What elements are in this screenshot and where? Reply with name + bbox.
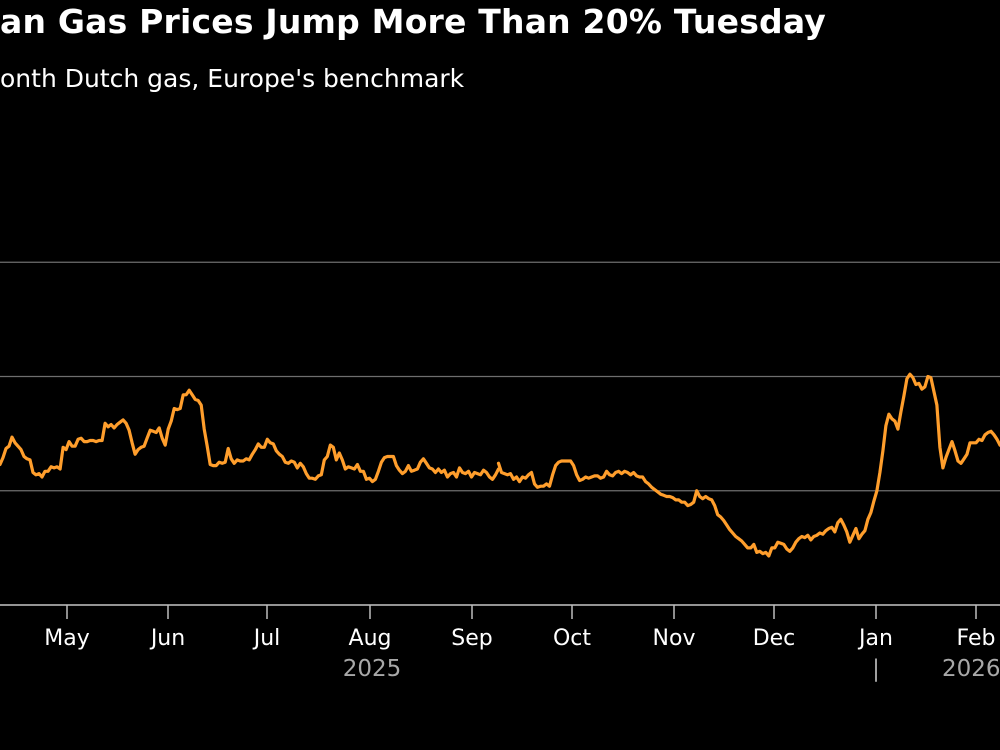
series-line-dutch-gas [0, 388, 501, 484]
x-tick-label: May [44, 626, 89, 651]
x-tick-label: Oct [553, 626, 591, 651]
year-divider: | [872, 656, 880, 682]
series-line-dutch-gas-continued [496, 372, 1000, 558]
year-label-2026: 2026 [942, 656, 1000, 682]
x-tick-label: Sep [451, 626, 492, 651]
x-tick-label: Jun [149, 626, 185, 651]
x-tick-label: Aug [349, 626, 392, 651]
x-axis-ticks: May Jun Jul Aug Sep Oct Nov Dec Jan Feb [44, 605, 995, 651]
year-label-2025: 2025 [343, 656, 402, 682]
x-tick-label: Jul [252, 626, 281, 651]
x-tick-label: Feb [957, 626, 996, 651]
x-tick-label: Jan [857, 626, 893, 651]
chart-title: an Gas Prices Jump More Than 20% Tuesday [0, 2, 827, 41]
chart-subtitle: onth Dutch gas, Europe's benchmark [0, 64, 465, 93]
x-tick-label: Dec [753, 626, 796, 651]
x-tick-label: Nov [653, 626, 696, 651]
